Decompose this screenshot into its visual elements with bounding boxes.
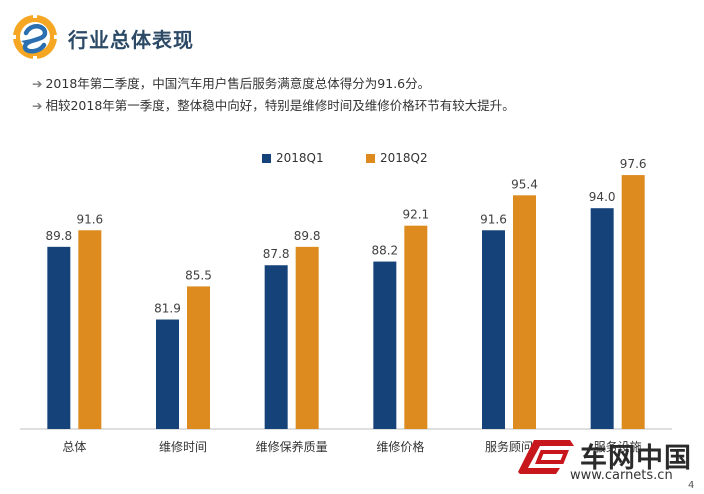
data-label: 91.6: [76, 212, 103, 226]
carnets-logo-icon: [518, 440, 574, 474]
x-tick-label: 服务顾问: [485, 439, 533, 454]
summary-bullet: ➔ 2018年第二季度，中国汽车用户售后服务满意度总体得分为91.6分。: [32, 73, 515, 95]
legend-label: 2018Q1: [276, 151, 324, 165]
bar-2018Q2: [295, 246, 319, 429]
arrow-right-icon: ➔: [32, 76, 43, 91]
data-label: 94.0: [589, 190, 616, 204]
x-tick-label: 维修价格: [376, 439, 424, 454]
legend-label: 2018Q2: [380, 151, 428, 165]
watermark-name: 车网中国: [580, 443, 692, 474]
bar-2018Q2: [513, 195, 536, 429]
arrow-right-icon: ➔: [32, 98, 43, 113]
summary-bullet: ➔ 相较2018年第一季度，整体稳中向好，特别是维修时间及维修价格环节有较大提升。: [32, 95, 515, 117]
data-label: 87.8: [263, 247, 290, 261]
data-label: 91.6: [480, 212, 507, 226]
summary-bullets: ➔ 2018年第二季度，中国汽车用户售后服务满意度总体得分为91.6分。 ➔ 相较2…: [32, 73, 515, 117]
page-number: 4: [688, 480, 695, 491]
bar-2018Q1: [482, 230, 505, 429]
data-label: 97.6: [620, 157, 647, 171]
data-label: 95.4: [511, 177, 538, 191]
bar-chart: 89.8 91.6 总体 81.9 85.5 维修时间 87.8 89.8 维修保养质量 88.2…: [20, 151, 672, 454]
data-label: 89.8: [45, 229, 72, 243]
bar-2018Q1: [264, 265, 288, 429]
legend-swatch: [262, 154, 271, 163]
bar-2018Q2: [78, 230, 102, 429]
data-label: 81.9: [154, 302, 181, 316]
x-tick-label: 维修时间: [159, 439, 207, 454]
data-label: 85.5: [185, 268, 212, 282]
data-label: 92.1: [402, 208, 429, 222]
bullet-text: 相较2018年第一季度，整体稳中向好，特别是维修时间及维修价格环节有较大提升。: [45, 98, 515, 113]
data-label: 89.8: [294, 229, 321, 243]
watermark: 车网中国 www.carnets.cn: [512, 432, 700, 490]
bar-2018Q2: [187, 286, 210, 429]
bar-2018Q1: [156, 319, 179, 429]
data-label: 88.2: [371, 244, 398, 258]
legend-swatch: [366, 154, 375, 163]
bar-2018Q2: [621, 175, 645, 429]
watermark-url: www.carnets.cn: [570, 468, 673, 483]
x-tick-label: 维修保养质量: [256, 439, 328, 454]
bar-2018Q1: [373, 261, 397, 429]
x-tick-label: 总体: [62, 440, 86, 454]
company-logo-icon: [10, 12, 60, 62]
bar-2018Q1: [47, 246, 71, 429]
bar-2018Q2: [404, 225, 428, 429]
page-header: 行业总体表现: [10, 12, 410, 64]
x-tick-label: 服务设施: [594, 439, 642, 454]
bar-2018Q1: [590, 208, 614, 429]
page-title: 行业总体表现: [68, 28, 194, 52]
bullet-text: 2018年第二季度，中国汽车用户售后服务满意度总体得分为91.6分。: [45, 76, 431, 91]
